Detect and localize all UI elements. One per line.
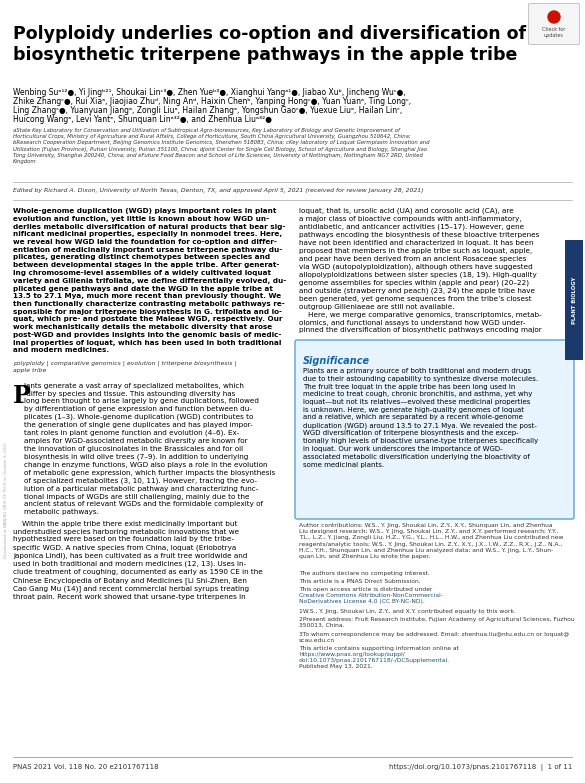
FancyBboxPatch shape [295,340,574,519]
Text: Published May 13, 2021.: Published May 13, 2021. [299,664,373,669]
Text: This article contains supporting information online at: This article contains supporting informa… [299,646,461,651]
Text: Plants are a primary source of both traditional and modern drugs
due to their as: Plants are a primary source of both trad… [303,368,538,467]
Text: loquat, that is, ursolic acid (UA) and corosolic acid (CA), are
a major class of: loquat, that is, ursolic acid (UA) and c… [299,208,542,334]
Text: Edited by Richard A. Dixon, University of North Texas, Denton, TX, and approved : Edited by Richard A. Dixon, University o… [13,188,424,193]
Text: Huicong Wangᵃ, Levi Yantᵉ, Shunquan Linᵃ³²●, and Zhenhua Liuᵃ³²●: Huicong Wangᵃ, Levi Yantᵉ, Shunquan Linᵃ… [13,115,272,124]
Text: Within the apple tribe there exist medicinally important but
understudied specie: Within the apple tribe there exist medic… [13,521,263,600]
Text: 3To whom correspondence may be addressed. Email: zhenhua.liu@ntu.edu.cn or loqua: 3To whom correspondence may be addressed… [299,632,569,643]
Circle shape [548,11,560,23]
Text: polyploidy | comparative genomics | evolution | triterpene biosynthesis |
apple : polyploidy | comparative genomics | evol… [13,361,236,373]
Text: The authors declare no competing interest.: The authors declare no competing interes… [299,571,430,576]
Text: Wenbing Suᵃ¹²●, Yi Jingᵇ²¹, Shoukai Linᶜ³●, Zhen Yueᵇ³●, Xianghui Yangᵃ¹●, Jiaba: Wenbing Suᵃ¹²●, Yi Jingᵇ²¹, Shoukai Linᶜ… [13,88,405,97]
Text: Downloaded at NANJING UNIV OF TECH on October 8, 2021: Downloaded at NANJING UNIV OF TECH on Oc… [4,442,8,558]
Bar [565,240,583,360]
Text: This article is a PNAS Direct Submission.: This article is a PNAS Direct Submission… [299,579,421,584]
Text: Author contributions: W.S., Y. Jing, Shoukai Lin, Z.Y., X.Y., Shunquan Lin, and : Author contributions: W.S., Y. Jing, Sho… [299,523,563,559]
Text: Whole-genome duplication (WGD) plays important roles in plant
evolution and func: Whole-genome duplication (WGD) plays imp… [13,208,286,353]
Text: This open access article is distributed under: This open access article is distributed … [299,587,434,592]
Text: https://www.pnas.org/lookup/suppl/
doi:10.1073/pnas.2101767118/-/DCSupplemental.: https://www.pnas.org/lookup/suppl/ doi:1… [299,652,450,663]
FancyBboxPatch shape [528,3,580,45]
Text: PLANT BIOLOGY: PLANT BIOLOGY [572,276,576,323]
Text: https://doi.org/10.1073/pnas.2101767118  |  1 of 11: https://doi.org/10.1073/pnas.2101767118 … [388,764,572,771]
Text: Polyploidy underlies co-option and diversification of
biosynthetic triterpene pa: Polyploidy underlies co-option and diver… [13,25,526,64]
Text: aState Key Laboratory for Conservation and Utilization of Subtropical Agro-biore: aState Key Laboratory for Conservation a… [13,128,429,164]
Text: PNAS 2021 Vol. 118 No. 20 e2101767118: PNAS 2021 Vol. 118 No. 20 e2101767118 [13,764,159,770]
Text: 1W.S., Y. Jing, Shoukai Lin, Z.Y., and X.Y. contributed equally to this work.: 1W.S., Y. Jing, Shoukai Lin, Z.Y., and X… [299,609,516,614]
Text: Check for
updates: Check for updates [542,27,566,38]
Text: lants generate a vast array of specialized metabolites, which
 differ by species: lants generate a vast array of specializ… [24,383,276,515]
Text: P: P [13,384,31,408]
Text: Significance: Significance [303,356,370,366]
Text: Zhike Zhangᶜ●, Rui Xiaᵃ, Jiaojiao Zhuᵈ, Ning Anᵈ, Haixin Chenᵇ, Yanping Hongᶜ●, : Zhike Zhangᶜ●, Rui Xiaᵃ, Jiaojiao Zhuᵈ, … [13,97,411,106]
Text: Creative Commons Attribution-NonCommercial-
NoDerivatives License 4.0 (CC BY-NC-: Creative Commons Attribution-NonCommerci… [299,593,443,604]
Text: 2Present address: Fruit Research Institute, Fujian Academy of Agricultural Scien: 2Present address: Fruit Research Institu… [299,617,574,628]
Text: Ling Zhangᶜ●, Yuanyuan Jiangᵃ, Zongli Liuᵃ, Hailan Zhangᵃ, Yongshun Gaoᶜ●, Yuexu: Ling Zhangᶜ●, Yuanyuan Jiangᵃ, Zongli Li… [13,106,402,115]
